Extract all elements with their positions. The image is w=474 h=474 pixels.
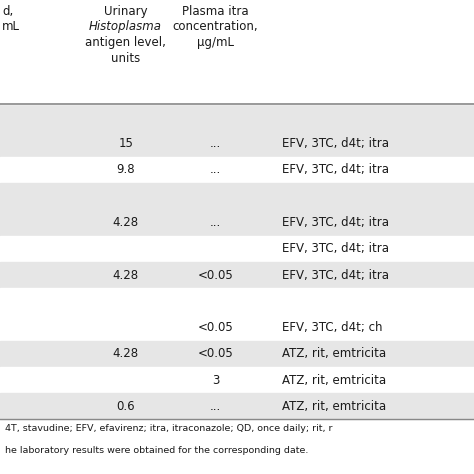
Text: 15: 15 (118, 137, 133, 150)
Bar (0, 104, 474, 130)
Text: EFV, 3TC, d4t; ch: EFV, 3TC, d4t; ch (282, 321, 383, 334)
Text: EFV, 3TC, d4t; itra: EFV, 3TC, d4t; itra (282, 242, 389, 255)
Text: ATZ, rit, emtricita: ATZ, rit, emtricita (282, 347, 386, 360)
Text: ...: ... (210, 164, 221, 176)
Text: Plasma itra: Plasma itra (182, 5, 249, 18)
Text: ...: ... (210, 400, 221, 413)
Text: d,: d, (2, 5, 14, 18)
Text: 4T, stavudine; EFV, efavirenz; itra, itraconazole; QD, once daily; rit, r: 4T, stavudine; EFV, efavirenz; itra, itr… (5, 424, 332, 433)
Text: EFV, 3TC, d4t; itra: EFV, 3TC, d4t; itra (282, 268, 389, 282)
Bar (0, 157, 474, 183)
Bar (0, 367, 474, 393)
Bar (0, 210, 474, 236)
Text: ATZ, rit, emtricita: ATZ, rit, emtricita (282, 400, 386, 413)
Bar (0, 314, 474, 341)
Text: 3: 3 (212, 374, 219, 387)
Bar (0, 183, 474, 210)
Bar (0, 130, 474, 157)
Text: <0.05: <0.05 (198, 321, 234, 334)
Text: 9.8: 9.8 (116, 164, 135, 176)
Bar (0, 393, 474, 419)
Text: he laboratory results were obtained for the corresponding date.: he laboratory results were obtained for … (5, 446, 308, 455)
Bar (0, 236, 474, 262)
Text: ...: ... (210, 137, 221, 150)
Text: μg/mL: μg/mL (197, 36, 234, 49)
Text: 4.28: 4.28 (112, 347, 139, 360)
Text: antigen level,: antigen level, (85, 36, 166, 49)
Text: EFV, 3TC, d4t; itra: EFV, 3TC, d4t; itra (282, 216, 389, 229)
Text: concentration,: concentration, (173, 20, 258, 33)
Text: Urinary: Urinary (104, 5, 147, 18)
Text: mL: mL (2, 20, 20, 33)
Text: ATZ, rit, emtricita: ATZ, rit, emtricita (282, 374, 386, 387)
Text: <0.05: <0.05 (198, 268, 234, 282)
Bar (0, 288, 474, 314)
Text: 4.28: 4.28 (112, 268, 139, 282)
Text: EFV, 3TC, d4t; itra: EFV, 3TC, d4t; itra (282, 137, 389, 150)
Bar (0, 262, 474, 288)
Text: EFV, 3TC, d4t; itra: EFV, 3TC, d4t; itra (282, 164, 389, 176)
Text: ...: ... (210, 216, 221, 229)
Text: units: units (111, 52, 140, 64)
Bar (0, 341, 474, 367)
Text: 4.28: 4.28 (112, 216, 139, 229)
Bar (0, 0, 474, 104)
Text: <0.05: <0.05 (198, 347, 234, 360)
Text: Histoplasma: Histoplasma (89, 20, 162, 33)
Text: 0.6: 0.6 (116, 400, 135, 413)
